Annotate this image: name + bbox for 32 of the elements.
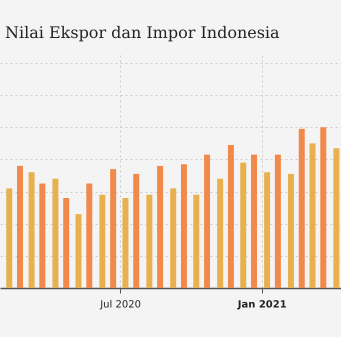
bar [204, 154, 210, 288]
bar [320, 127, 326, 288]
bar [193, 194, 200, 288]
bar [251, 154, 258, 288]
x-tick-label: Jul 2020 [99, 300, 141, 310]
bar [99, 194, 106, 288]
bar [133, 174, 140, 288]
bar [180, 164, 187, 288]
bar [217, 178, 224, 288]
bar [298, 128, 305, 288]
bar [122, 198, 128, 288]
chart-title: Nilai Ekspor dan Impor Indonesia [5, 23, 280, 42]
bar [39, 184, 46, 288]
bar [157, 166, 164, 288]
bar [28, 172, 35, 288]
bar [310, 143, 316, 288]
bar [17, 166, 24, 288]
x-tick-label: Jan 2021 [236, 300, 287, 310]
bar [110, 169, 116, 288]
bar [274, 154, 281, 288]
bar [86, 184, 92, 288]
bar [264, 172, 270, 288]
bar [228, 144, 234, 288]
bar [63, 198, 70, 288]
bar [146, 194, 152, 288]
bar [6, 188, 12, 288]
bar [240, 162, 246, 288]
bar [170, 188, 176, 288]
bar [333, 148, 340, 288]
bar [288, 174, 294, 288]
bar [52, 178, 58, 288]
bar [76, 214, 82, 288]
